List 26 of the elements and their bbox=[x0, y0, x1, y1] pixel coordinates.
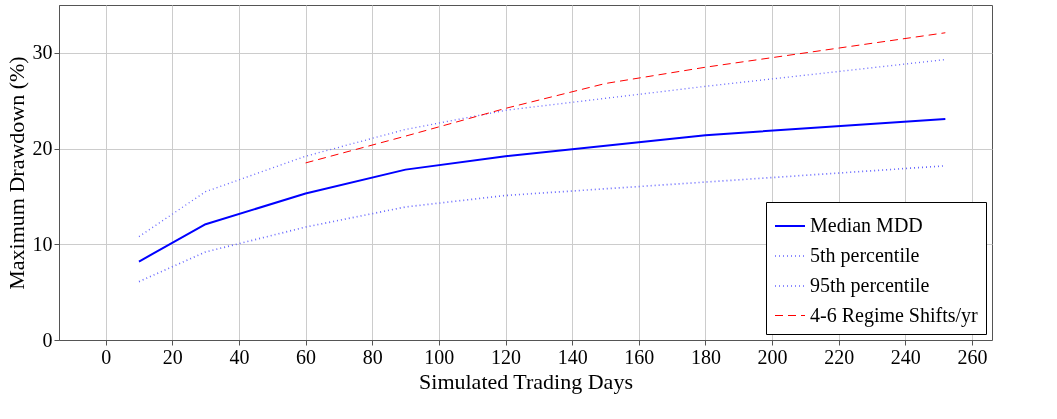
legend-label: Median MDD bbox=[810, 214, 923, 236]
y-tick-label: 30 bbox=[32, 41, 53, 64]
x-tick-label: 240 bbox=[890, 345, 921, 368]
x-tick-label: 160 bbox=[624, 345, 655, 368]
x-tick-label: 100 bbox=[424, 345, 455, 368]
line-series bbox=[305, 32, 946, 164]
x-tick-label: 0 bbox=[101, 345, 112, 368]
x-tick-label: 120 bbox=[491, 345, 522, 368]
y-tick-label: 10 bbox=[32, 232, 53, 255]
x-tick-label: 20 bbox=[162, 345, 183, 368]
legend-label: 5th percentile bbox=[810, 244, 920, 267]
x-axis-title: Simulated Trading Days bbox=[419, 368, 633, 394]
x-tick-label: 200 bbox=[757, 345, 788, 368]
x-tick-label: 80 bbox=[362, 345, 383, 368]
y-tick-label: 20 bbox=[32, 137, 53, 160]
x-tick-label: 140 bbox=[557, 345, 588, 368]
y-tick-label: 0 bbox=[42, 328, 53, 351]
legend-label: 95th percentile bbox=[810, 274, 930, 297]
line-series bbox=[138, 58, 947, 238]
x-tick-label: 220 bbox=[824, 345, 855, 368]
legend-label: 4-6 Regime Shifts/yr bbox=[810, 303, 979, 327]
x-tick-label: 180 bbox=[690, 345, 721, 368]
y-axis-title: Maximum Drawdown (%) bbox=[3, 56, 29, 290]
x-tick-label: 260 bbox=[957, 345, 988, 368]
x-tick-label: 60 bbox=[296, 345, 317, 368]
x-tick-label: 40 bbox=[229, 345, 250, 368]
